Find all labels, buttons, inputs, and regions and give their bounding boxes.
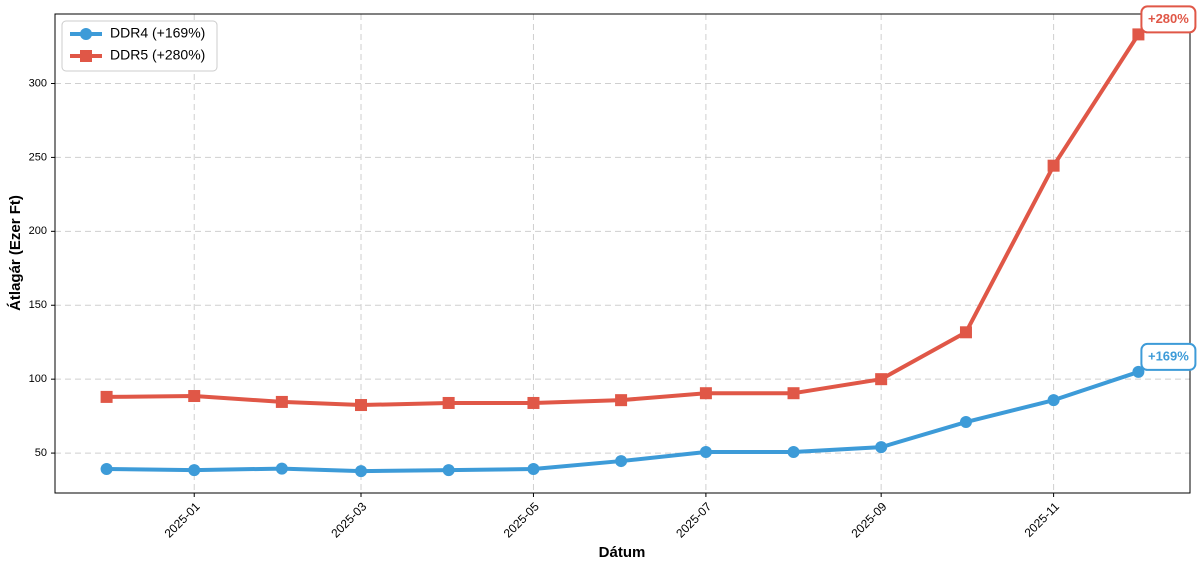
y-tick-label: 100 bbox=[29, 373, 47, 385]
x-tick-label: 2025-05 bbox=[501, 499, 542, 540]
marker bbox=[615, 394, 628, 407]
marker bbox=[275, 395, 288, 408]
marker bbox=[787, 446, 800, 459]
x-tick-label: 2025-11 bbox=[1022, 499, 1063, 540]
x-tick-label: 2025-09 bbox=[848, 499, 889, 540]
marker bbox=[1047, 394, 1060, 407]
legend: DDR4 (+169%) DDR5 (+280%) bbox=[61, 20, 218, 72]
legend-label: DDR4 (+169%) bbox=[110, 25, 205, 41]
marker bbox=[699, 387, 712, 400]
marker bbox=[80, 28, 92, 40]
marker bbox=[875, 373, 888, 386]
marker bbox=[699, 446, 712, 459]
y-tick-label: 150 bbox=[29, 299, 47, 311]
marker bbox=[100, 390, 113, 403]
end-label-box bbox=[1140, 5, 1197, 34]
end-label: +280% bbox=[1148, 11, 1189, 26]
y-tick-label: 200 bbox=[29, 225, 47, 237]
marker bbox=[80, 50, 92, 62]
x-tick-label: 2025-07 bbox=[673, 499, 714, 540]
marker bbox=[100, 463, 113, 476]
x-axis-title: Dátum bbox=[599, 544, 646, 561]
marker bbox=[355, 399, 368, 412]
y-axis-title: Átlagár (Ezer Ft) bbox=[7, 195, 24, 311]
marker bbox=[959, 326, 972, 339]
legend-label: DDR5 (+280%) bbox=[110, 47, 205, 63]
marker bbox=[787, 387, 800, 400]
marker bbox=[875, 441, 888, 454]
marker bbox=[527, 463, 540, 476]
marker bbox=[1132, 28, 1145, 41]
end-label: +169% bbox=[1148, 348, 1189, 363]
marker bbox=[188, 390, 201, 403]
marker bbox=[959, 416, 972, 429]
marker bbox=[1132, 365, 1145, 378]
marker bbox=[1047, 159, 1060, 172]
marker bbox=[527, 396, 540, 409]
marker bbox=[615, 455, 628, 468]
marker bbox=[442, 464, 455, 477]
y-tick-label: 300 bbox=[29, 77, 47, 89]
marker bbox=[355, 465, 368, 478]
marker bbox=[442, 396, 455, 409]
series-line bbox=[106, 33, 1141, 408]
y-tick-label: 50 bbox=[35, 447, 47, 459]
x-tick-label: 2025-03 bbox=[328, 499, 369, 540]
plot-frame bbox=[54, 13, 1191, 494]
marker bbox=[188, 464, 201, 477]
end-label-box bbox=[1140, 342, 1197, 371]
y-tick-label: 250 bbox=[29, 151, 47, 163]
x-tick-label: 2025-01 bbox=[162, 499, 203, 540]
marker bbox=[275, 462, 288, 475]
